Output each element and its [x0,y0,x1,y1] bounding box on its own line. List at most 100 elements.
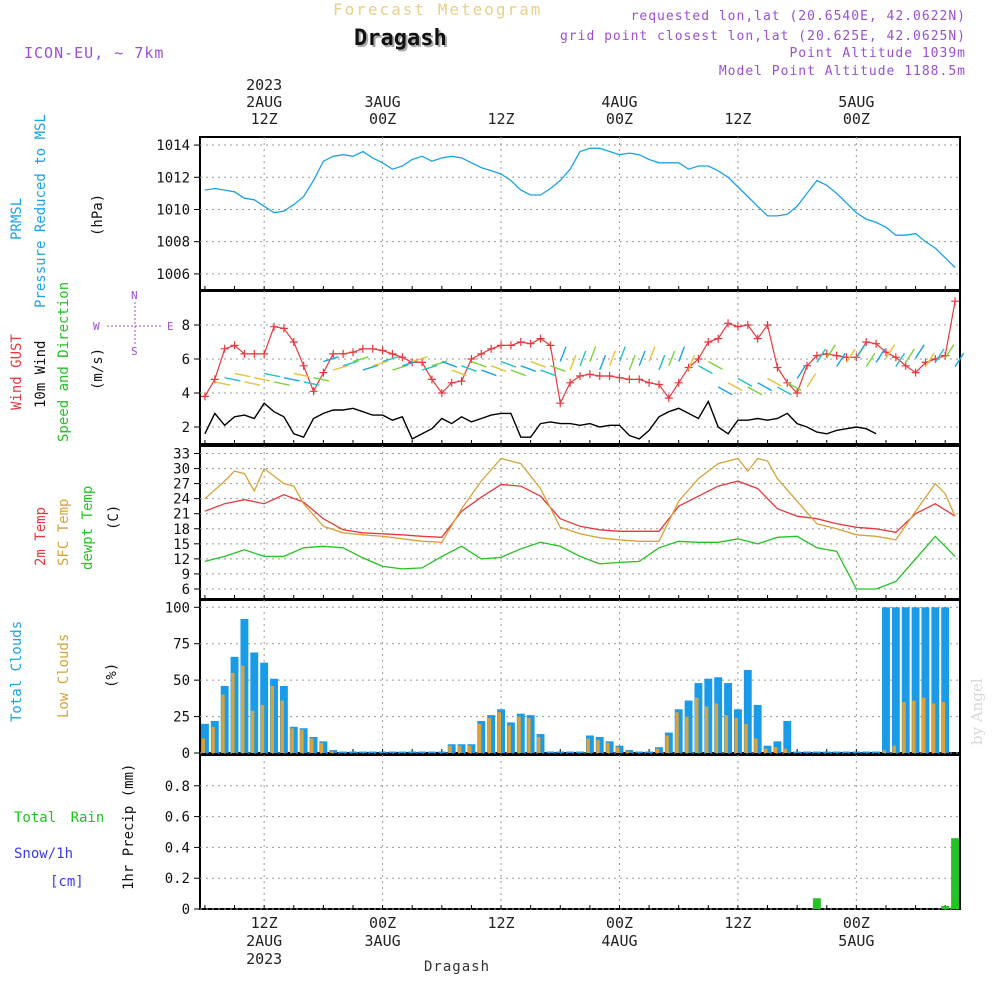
gust-marker [951,297,960,306]
wind-direction-arrow [342,360,359,367]
gust-marker [694,355,703,363]
ytick-label-cloud: 0 [182,746,190,762]
wind-direction-arrow [441,360,458,368]
gust-marker [556,399,565,408]
total-cloud-bar [812,751,821,753]
total-cloud-bar [556,751,565,753]
bottom-axis-label: 00Z [369,914,397,932]
gust-marker [516,338,525,346]
low-cloud-bar [527,718,531,753]
gust-marker [645,378,654,387]
footer-location: Dragash [424,959,491,975]
gust-marker [536,334,545,343]
ytick-label-precip: 0.6 [165,810,190,826]
bottom-axis-label: 12Z [250,914,278,932]
gust-marker [270,322,279,331]
gust-marker [891,353,900,362]
wind-direction-arrow [618,346,626,362]
ytick-label-wind: 8 [182,318,190,334]
wind-direction-arrow [747,386,763,396]
low-cloud-bar [882,750,886,753]
total-cloud-bar [645,751,654,753]
gust-marker [427,375,436,384]
total-cloud-bar [398,751,407,753]
ytick-label-precip: 0.2 [165,871,190,887]
gust-marker [388,349,397,358]
low-cloud-bar [764,748,768,753]
low-cloud-bar [931,703,936,753]
wind-direction-arrow [954,352,965,368]
gust-marker [566,378,575,387]
gust-marker [220,344,229,353]
wind-direction-arrow [875,348,886,363]
bottom-axis-label: 12Z [724,914,752,932]
ytick-label-precip: 0 [182,902,190,918]
wind-direction-arrow [313,377,330,382]
wind-direction-arrow [481,369,497,377]
gust-marker [506,341,515,350]
total-cloud-bar [704,678,713,753]
compass-s: S [131,345,138,358]
total-cloud-bar [418,751,427,753]
total-cloud-bar [605,741,614,753]
gust-marker [901,361,910,370]
top-axis-label: 2023 [246,76,283,94]
total-cloud-bar [882,607,890,753]
top-axis-label: 00Z [369,110,397,128]
ytick-label-cloud: 25 [173,710,190,726]
bottom-axis-label: 12Z [487,914,515,932]
wind-direction-arrow [352,356,369,363]
gust-marker [576,372,584,380]
wind-direction-arrow [638,350,646,367]
gust-marker [684,363,693,372]
total-cloud-bar [921,607,930,753]
low-cloud-bar [537,736,541,753]
gust-marker [635,375,644,384]
total-cloud-bar [832,751,841,753]
ytick-label-cloud: 75 [173,637,190,653]
gust-marker [724,319,733,328]
ytick-label-wind: 4 [182,386,190,402]
gust-marker [358,344,367,353]
low-cloud-bar [280,700,284,753]
top-axis-label: 12Z [487,110,515,128]
total-rain-label: Total Rain [14,810,105,826]
wind-direction-arrow [293,372,310,378]
ytick-label-wind: 2 [182,420,190,436]
low-cloud-bar [694,697,699,753]
total-cloud-bar [358,751,367,753]
wind-direction-arrow [698,365,713,375]
wind-direction-arrow [836,352,846,368]
pressure-line [204,147,956,268]
total-cloud-bar [852,751,861,753]
low-cloud-bar [201,738,205,753]
rain-bar [951,838,960,909]
total-cloud-bar [773,741,782,753]
ytick-label-pressure: 1006 [156,267,190,283]
wind-direction-arrow [372,360,389,367]
gust-marker [763,321,772,329]
gridpoint-coords: grid point closest lon,lat (20.625E, 42.… [559,29,966,44]
gust-marker [348,348,357,357]
low-cloud-bar [250,710,255,753]
wind-direction-arrow [737,377,753,387]
wind-direction-arrow [885,344,896,359]
gust-marker [200,392,209,401]
low-cloud-bar [616,747,620,753]
gust-marker [911,368,920,377]
ytick-label-temp: 12 [173,552,190,568]
total-cloud-bar [901,607,910,753]
point-altitude: Point Altitude 1039m [789,46,966,61]
wind-direction-arrow [786,382,802,392]
wind-direction-arrow [648,346,656,362]
bottom-axis-label: 5AUG [838,932,875,950]
gust-marker [773,363,782,372]
low-cloud-bar [922,697,926,753]
gust-marker [941,351,950,360]
bottom-axis-label: 2023 [246,950,283,968]
wind-direction-arrow [579,350,587,367]
ytick-label-pressure: 1012 [156,170,190,186]
total-cloud-bar [437,751,446,753]
dewpt-line [204,535,956,590]
